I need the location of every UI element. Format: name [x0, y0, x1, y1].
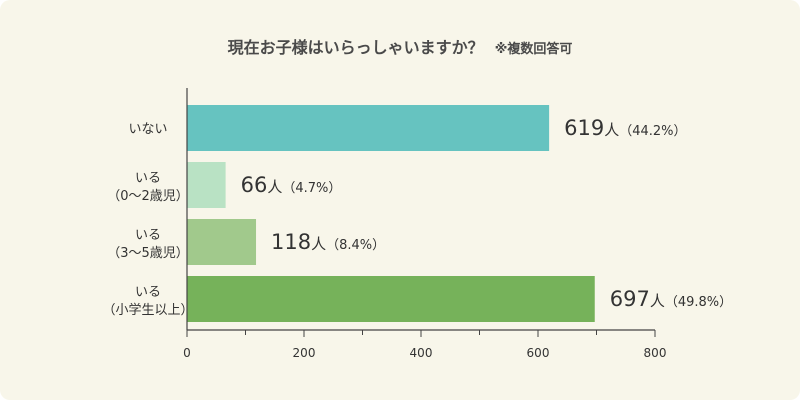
value-unit-1: 人 — [267, 178, 282, 196]
x-tick-label-2: 400 — [410, 346, 433, 360]
category-label-2-line-1: （3〜5歳児） — [107, 246, 189, 261]
category-label-1-line-0: いる — [135, 171, 161, 186]
x-tick-label-1: 200 — [293, 346, 316, 360]
bar-0 — [187, 105, 550, 151]
bars-group — [187, 105, 595, 322]
category-label-0: いない — [128, 122, 167, 137]
category-label-3-line-0: いる — [135, 285, 161, 300]
category-label-1-line-1: （0〜2歳児） — [107, 189, 189, 204]
chart-subtitle: ※複数回答可 — [495, 41, 573, 57]
value-number-3: 697 — [610, 287, 650, 311]
value-percent-3: （49.8%） — [665, 295, 732, 310]
category-label-3: いる （小学生以上） — [102, 285, 193, 318]
value-number-1: 66 — [241, 173, 268, 197]
value-label-3: 697人（49.8%） — [610, 287, 732, 311]
value-number-0: 619 — [564, 116, 604, 140]
category-label-2-line-0: いる — [135, 228, 161, 243]
bar-3 — [187, 276, 595, 322]
bar-1 — [187, 162, 226, 208]
value-number-2: 118 — [271, 230, 311, 254]
category-label-2: いる （3〜5歳児） — [107, 228, 189, 261]
chart-title-main: 現在お子様はいらっしゃいますか？ — [228, 38, 484, 57]
chart-title: 現在お子様はいらっしゃいますか？ ※複数回答可 — [228, 38, 573, 57]
x-tick-label-3: 600 — [527, 346, 550, 360]
value-percent-1: （4.7%） — [282, 181, 341, 196]
value-labels-group: 619人（44.2%）66人（4.7%）118人（8.4%）697人（49.8%… — [241, 116, 733, 311]
value-unit-0: 人 — [604, 121, 619, 139]
value-percent-2: （8.4%） — [326, 238, 385, 253]
value-label-0: 619人（44.2%） — [564, 116, 686, 140]
category-label-3-line-1: （小学生以上） — [102, 302, 193, 318]
value-unit-3: 人 — [650, 292, 665, 310]
value-percent-0: （44.2%） — [619, 124, 686, 139]
category-label-1: いる （0〜2歳児） — [107, 171, 189, 204]
value-label-2: 118人（8.4%） — [271, 230, 385, 254]
value-label-1: 66人（4.7%） — [241, 173, 342, 197]
x-tick-label-0: 0 — [183, 346, 191, 360]
x-tick-label-4: 800 — [644, 346, 667, 360]
value-unit-2: 人 — [311, 235, 326, 253]
bar-2 — [187, 219, 257, 265]
axis-group: 0 200 400 600 800 — [183, 88, 666, 360]
